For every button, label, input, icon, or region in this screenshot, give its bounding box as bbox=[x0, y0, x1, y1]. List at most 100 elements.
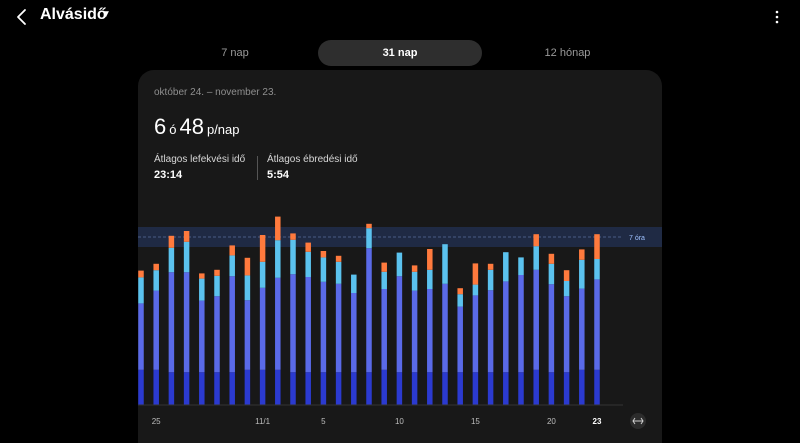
bar-light bbox=[305, 277, 311, 373]
bar-deep bbox=[563, 372, 570, 405]
bar-deep bbox=[335, 372, 342, 405]
bar-rem bbox=[442, 244, 448, 284]
bar-deep bbox=[320, 372, 327, 405]
x-tick-label: 23 bbox=[593, 417, 602, 426]
bar-rem bbox=[503, 252, 509, 282]
top-app-bar: Alvásidő ▼ bbox=[0, 0, 800, 34]
bar-light bbox=[199, 300, 205, 373]
bar-light bbox=[244, 300, 251, 370]
minutes-unit: p/nap bbox=[206, 122, 240, 137]
bar-light bbox=[214, 296, 220, 373]
tab-7-nap[interactable]: 7 nap bbox=[221, 47, 249, 59]
bar-deep bbox=[548, 372, 555, 405]
bar-light bbox=[442, 283, 448, 373]
bar-light bbox=[229, 276, 235, 373]
bar-awake bbox=[244, 257, 251, 276]
bar-awake bbox=[457, 288, 463, 295]
back-arrow-icon[interactable] bbox=[12, 6, 34, 28]
tab-12-honap[interactable]: 12 hónap bbox=[544, 47, 591, 59]
tab-31-nap[interactable]: 31 nap bbox=[318, 40, 482, 66]
bar-light bbox=[396, 276, 403, 373]
date-range: október 24. – november 23. bbox=[154, 87, 277, 98]
bar-deep bbox=[427, 372, 433, 405]
average-hours: 6 bbox=[154, 114, 167, 139]
bar-rem bbox=[579, 259, 585, 289]
bar-awake bbox=[335, 255, 342, 262]
bar-light bbox=[183, 272, 190, 373]
average-duration: 6 ó 48 p/nap bbox=[154, 114, 243, 140]
bar-deep bbox=[381, 369, 387, 405]
bar-deep bbox=[533, 369, 539, 405]
caret-down-icon[interactable]: ▼ bbox=[101, 9, 111, 20]
bar-rem bbox=[229, 255, 235, 277]
bar-deep bbox=[518, 372, 524, 405]
stat-divider bbox=[257, 156, 258, 180]
x-tick-label: 5 bbox=[321, 417, 326, 426]
bar-deep bbox=[351, 372, 357, 405]
bar-deep bbox=[305, 372, 311, 405]
bar-rem bbox=[472, 284, 479, 296]
wake-value: 5:54 bbox=[267, 169, 290, 181]
bar-deep bbox=[229, 372, 235, 405]
bar-awake bbox=[199, 273, 205, 279]
bar-deep bbox=[396, 372, 403, 405]
bar-light bbox=[427, 289, 433, 373]
bar-rem bbox=[487, 269, 494, 291]
bar-light bbox=[472, 295, 479, 373]
bar-deep bbox=[183, 372, 190, 405]
bar-awake bbox=[183, 231, 190, 242]
bar-awake bbox=[290, 233, 296, 240]
bar-deep bbox=[579, 369, 585, 405]
more-vert-icon[interactable] bbox=[768, 8, 786, 26]
bar-rem bbox=[533, 246, 539, 270]
bar-awake bbox=[320, 251, 327, 258]
bar-deep bbox=[411, 372, 418, 405]
bar-rem bbox=[381, 271, 387, 289]
bar-light bbox=[168, 272, 175, 373]
bar-rem bbox=[335, 261, 342, 284]
bar-awake bbox=[487, 263, 494, 270]
sleep-chart[interactable]: 7 óra 25 11/1 5 10 15 20 23 bbox=[138, 70, 662, 443]
bar-deep bbox=[290, 372, 296, 405]
bar-awake bbox=[168, 235, 175, 248]
bar-light bbox=[411, 290, 418, 373]
bar-rem bbox=[351, 274, 357, 293]
bar-light bbox=[275, 277, 281, 370]
bar-light bbox=[351, 293, 357, 373]
bar-light bbox=[548, 284, 555, 373]
bar-deep bbox=[442, 372, 448, 405]
hours-unit: ó bbox=[169, 122, 177, 137]
bar-deep bbox=[594, 369, 600, 405]
bar-light bbox=[579, 288, 585, 370]
bar-light bbox=[518, 275, 524, 373]
bar-rem bbox=[183, 241, 190, 273]
bar-awake bbox=[548, 253, 555, 264]
expand-arrows-icon bbox=[632, 417, 644, 425]
x-tick-label: 20 bbox=[547, 417, 556, 426]
bar-awake bbox=[305, 242, 311, 252]
bar-light bbox=[259, 287, 266, 370]
bar-rem bbox=[290, 239, 296, 275]
x-tick-label: 15 bbox=[471, 417, 480, 426]
bar-deep bbox=[275, 369, 281, 405]
bar-deep bbox=[153, 369, 159, 405]
bar-rem bbox=[594, 259, 600, 280]
bedtime-label: Átlagos lefekvési idő bbox=[154, 154, 246, 165]
bar-awake bbox=[472, 263, 479, 285]
bar-light bbox=[153, 290, 159, 370]
bar-light bbox=[457, 306, 463, 373]
bar-light bbox=[290, 274, 296, 373]
bar-rem bbox=[305, 251, 311, 277]
bar-rem bbox=[138, 277, 144, 304]
bar-deep bbox=[457, 372, 463, 405]
bar-rem bbox=[518, 257, 524, 275]
bar-light bbox=[503, 281, 509, 373]
period-tabs: 7 nap 31 nap 12 hónap bbox=[160, 40, 645, 66]
page-title[interactable]: Alvásidő bbox=[40, 6, 107, 23]
bar-awake bbox=[138, 270, 144, 278]
sleep-card: október 24. – november 23. 6 ó 48 p/nap Átl… bbox=[138, 70, 662, 443]
bar-awake bbox=[366, 223, 372, 229]
bar-deep bbox=[472, 372, 479, 405]
bar-deep bbox=[199, 372, 205, 405]
bar-deep bbox=[503, 372, 509, 405]
